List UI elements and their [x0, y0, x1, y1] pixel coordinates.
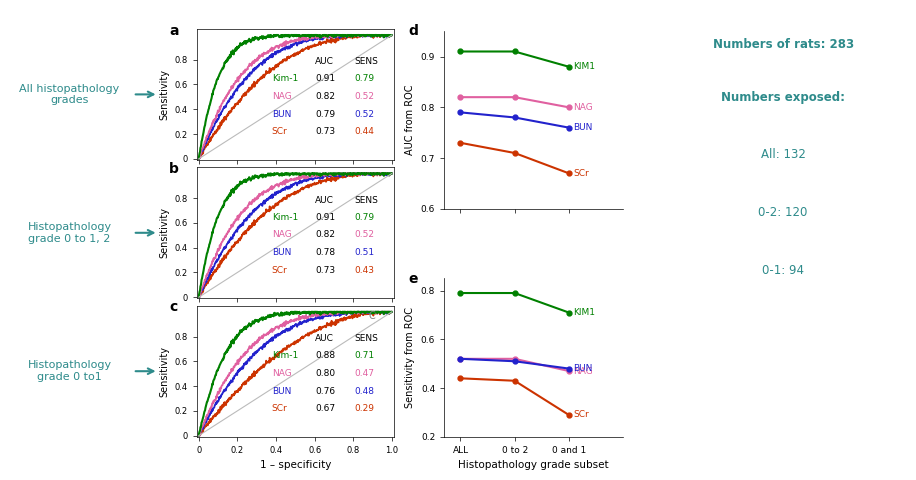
Text: 0.47: 0.47	[354, 369, 375, 378]
Text: 0.48: 0.48	[354, 386, 375, 396]
Text: All: 132: All: 132	[761, 148, 805, 161]
Text: NAG: NAG	[573, 367, 593, 375]
Text: AUC: AUC	[315, 57, 334, 66]
Text: Histopathology
grade 0 to 1, 2: Histopathology grade 0 to 1, 2	[27, 222, 112, 244]
X-axis label: 1 – specificity: 1 – specificity	[260, 460, 331, 470]
Text: AUC: AUC	[315, 334, 334, 343]
Text: Numbers exposed:: Numbers exposed:	[721, 91, 845, 104]
Text: Kim-1: Kim-1	[272, 351, 298, 360]
Text: SCr: SCr	[272, 404, 288, 413]
X-axis label: Histopathology grade subset: Histopathology grade subset	[458, 460, 609, 470]
Text: Kim-1: Kim-1	[272, 74, 298, 84]
Text: 0.52: 0.52	[354, 110, 375, 119]
Text: SCr: SCr	[573, 410, 589, 420]
Text: NAG: NAG	[272, 92, 291, 101]
Text: 0-2: 120: 0-2: 120	[758, 206, 808, 219]
Text: 0.43: 0.43	[354, 266, 375, 275]
Text: 0.52: 0.52	[354, 230, 375, 240]
Text: 0.82: 0.82	[315, 92, 335, 101]
Text: BUN: BUN	[573, 123, 593, 132]
Text: 0.79: 0.79	[354, 74, 375, 84]
Text: SCr: SCr	[272, 266, 288, 275]
Text: c: c	[169, 300, 178, 314]
Y-axis label: Sensitivity: Sensitivity	[159, 207, 169, 258]
Text: All histopathology
grades: All histopathology grades	[19, 84, 120, 105]
Text: 0.67: 0.67	[315, 404, 335, 413]
Text: 0.91: 0.91	[315, 213, 335, 222]
Text: 0.76: 0.76	[315, 386, 335, 396]
Text: 0.44: 0.44	[354, 127, 375, 136]
Text: 0.51: 0.51	[354, 248, 375, 257]
Text: BUN: BUN	[272, 386, 291, 396]
Text: a: a	[169, 24, 179, 37]
Text: d: d	[409, 24, 419, 38]
Text: AUC: AUC	[315, 196, 334, 204]
Text: 0-1: 94: 0-1: 94	[762, 264, 804, 276]
Text: NAG: NAG	[573, 103, 593, 112]
Text: SCr: SCr	[272, 127, 288, 136]
Text: 0.82: 0.82	[315, 230, 335, 240]
Text: NAG: NAG	[272, 230, 291, 240]
Text: 0.29: 0.29	[354, 404, 375, 413]
Y-axis label: Sensitivity from ROC: Sensitivity from ROC	[405, 307, 415, 408]
Text: C: C	[368, 311, 375, 321]
Text: Numbers of rats: 283: Numbers of rats: 283	[713, 38, 854, 51]
Y-axis label: Sensitivity: Sensitivity	[159, 69, 169, 120]
Text: KIM1: KIM1	[573, 62, 595, 71]
Text: Kim-1: Kim-1	[272, 213, 298, 222]
Text: 0.78: 0.78	[315, 248, 335, 257]
Text: BUN: BUN	[272, 110, 291, 119]
Text: 0.73: 0.73	[315, 127, 335, 136]
Text: BUN: BUN	[573, 364, 593, 373]
Text: NAG: NAG	[272, 369, 291, 378]
Text: SENS: SENS	[354, 334, 378, 343]
Y-axis label: AUC from ROC: AUC from ROC	[405, 85, 415, 155]
Text: Histopathology
grade 0 to1: Histopathology grade 0 to1	[27, 360, 112, 382]
Text: 0.91: 0.91	[315, 74, 335, 84]
Text: b: b	[169, 162, 180, 176]
Text: SCr: SCr	[573, 169, 589, 178]
Y-axis label: Sensitivity: Sensitivity	[159, 346, 169, 396]
Text: 0.88: 0.88	[315, 351, 335, 360]
Text: SENS: SENS	[354, 57, 378, 66]
Text: 0.71: 0.71	[354, 351, 375, 360]
Text: 0.52: 0.52	[354, 92, 375, 101]
Text: 0.79: 0.79	[354, 213, 375, 222]
Text: SENS: SENS	[354, 196, 378, 204]
Text: e: e	[409, 272, 418, 286]
Text: 0.80: 0.80	[315, 369, 335, 378]
Text: BUN: BUN	[272, 248, 291, 257]
Text: 0.73: 0.73	[315, 266, 335, 275]
Text: 0.79: 0.79	[315, 110, 335, 119]
Text: KIM1: KIM1	[573, 308, 595, 317]
